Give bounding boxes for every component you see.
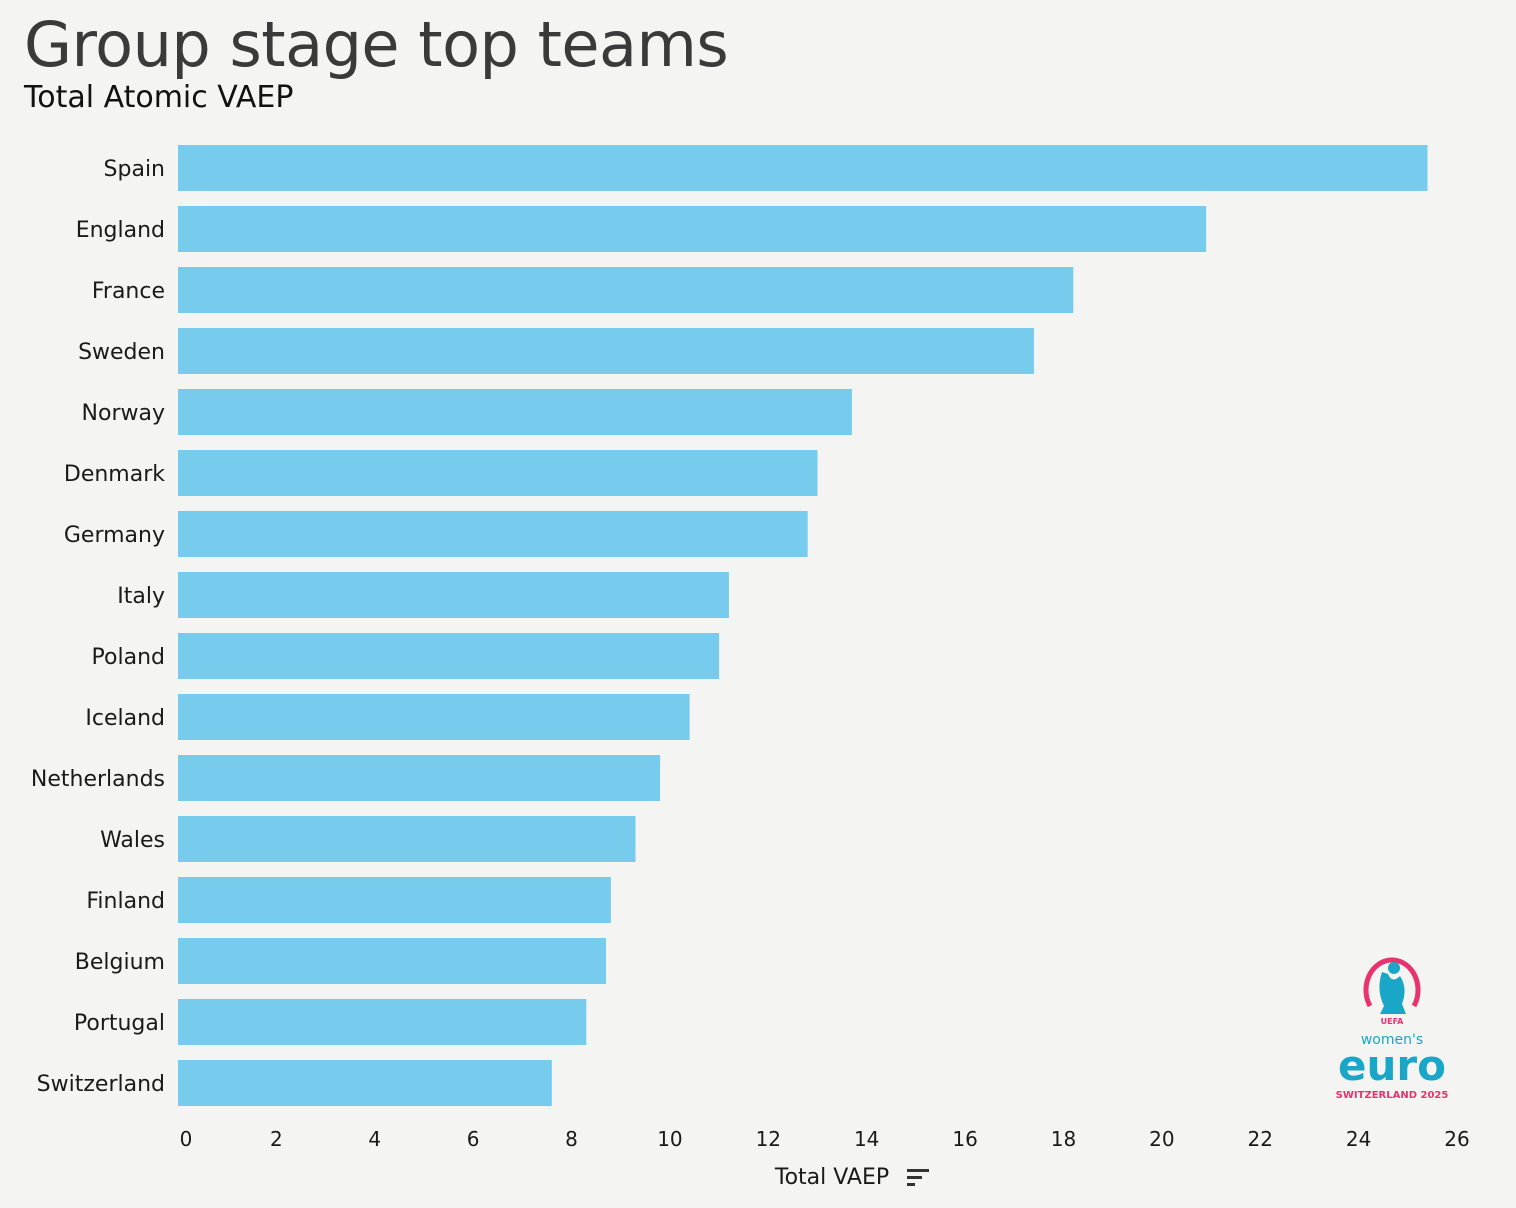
logo-euro-text: euro <box>1338 1041 1446 1090</box>
category-label: Finland <box>86 889 165 914</box>
category-label: Belgium <box>75 950 165 975</box>
x-tick-label: 18 <box>1051 1127 1076 1151</box>
bar-poland[interactable] <box>178 633 720 679</box>
x-tick-label: 4 <box>368 1127 381 1151</box>
category-label: Iceland <box>85 706 165 731</box>
x-tick-label: 24 <box>1346 1127 1371 1151</box>
chart-subtitle: Total Atomic VAEP <box>24 80 294 115</box>
category-label: Germany <box>64 523 165 548</box>
x-tick-label: 8 <box>565 1127 578 1151</box>
x-tick-label: 22 <box>1248 1127 1273 1151</box>
category-label: Denmark <box>64 462 165 487</box>
bar-netherlands[interactable] <box>178 755 661 801</box>
x-tick-label: 16 <box>952 1127 977 1151</box>
x-tick-label: 10 <box>657 1127 682 1151</box>
category-label: Netherlands <box>31 767 165 792</box>
x-tick-label: 20 <box>1149 1127 1174 1151</box>
x-tick-label: 0 <box>180 1127 193 1151</box>
logo-womens-text: women's <box>1361 1032 1423 1048</box>
logo-uefa-text: UEFA <box>1381 1017 1405 1026</box>
bars-group <box>178 145 1428 1106</box>
bar-sweden[interactable] <box>178 328 1034 374</box>
bar-germany[interactable] <box>178 511 808 557</box>
category-label: Poland <box>92 645 165 670</box>
bar-spain[interactable] <box>178 145 1428 191</box>
bar-france[interactable] <box>178 267 1074 313</box>
x-axis-title: Total VAEP <box>774 1165 889 1190</box>
bar-wales[interactable] <box>178 816 636 862</box>
logo-switzerland-text: SWITZERLAND 2025 <box>1336 1090 1449 1101</box>
bar-iceland[interactable] <box>178 694 690 740</box>
bar-italy[interactable] <box>178 572 729 618</box>
bar-portugal[interactable] <box>178 999 587 1045</box>
category-label: Portugal <box>74 1011 165 1036</box>
category-label: Norway <box>82 401 165 426</box>
category-label: France <box>92 279 165 304</box>
bar-denmark[interactable] <box>178 450 818 496</box>
category-label: Wales <box>100 828 165 853</box>
category-label: Spain <box>104 157 165 182</box>
x-tick-label: 2 <box>270 1127 283 1151</box>
category-label: Sweden <box>78 340 165 365</box>
x-tick-label: 12 <box>756 1127 781 1151</box>
chart-title: Group stage top teams <box>24 8 729 81</box>
category-label: Switzerland <box>37 1072 165 1097</box>
bar-switzerland[interactable] <box>178 1060 552 1106</box>
category-labels: Spain England France Sweden Norway Denmark Ger… <box>31 157 165 1097</box>
x-tick-label: 6 <box>467 1127 480 1151</box>
x-tick-label: 14 <box>854 1127 879 1151</box>
bar-finland[interactable] <box>178 877 611 923</box>
x-tick-label: 26 <box>1444 1127 1469 1151</box>
x-axis-ticks: 0 2 4 6 8 10 12 14 16 18 20 22 24 26 <box>180 1127 1470 1151</box>
uefa-womens-euro-logo: UEFA women's euro SWITZERLAND 2025 <box>1336 957 1449 1101</box>
bar-england[interactable] <box>178 206 1207 252</box>
category-label: Italy <box>117 584 165 609</box>
category-label: England <box>76 218 165 243</box>
bar-norway[interactable] <box>178 389 852 435</box>
bar-belgium[interactable] <box>178 938 606 984</box>
sort-descending-icon[interactable] <box>907 1169 929 1186</box>
